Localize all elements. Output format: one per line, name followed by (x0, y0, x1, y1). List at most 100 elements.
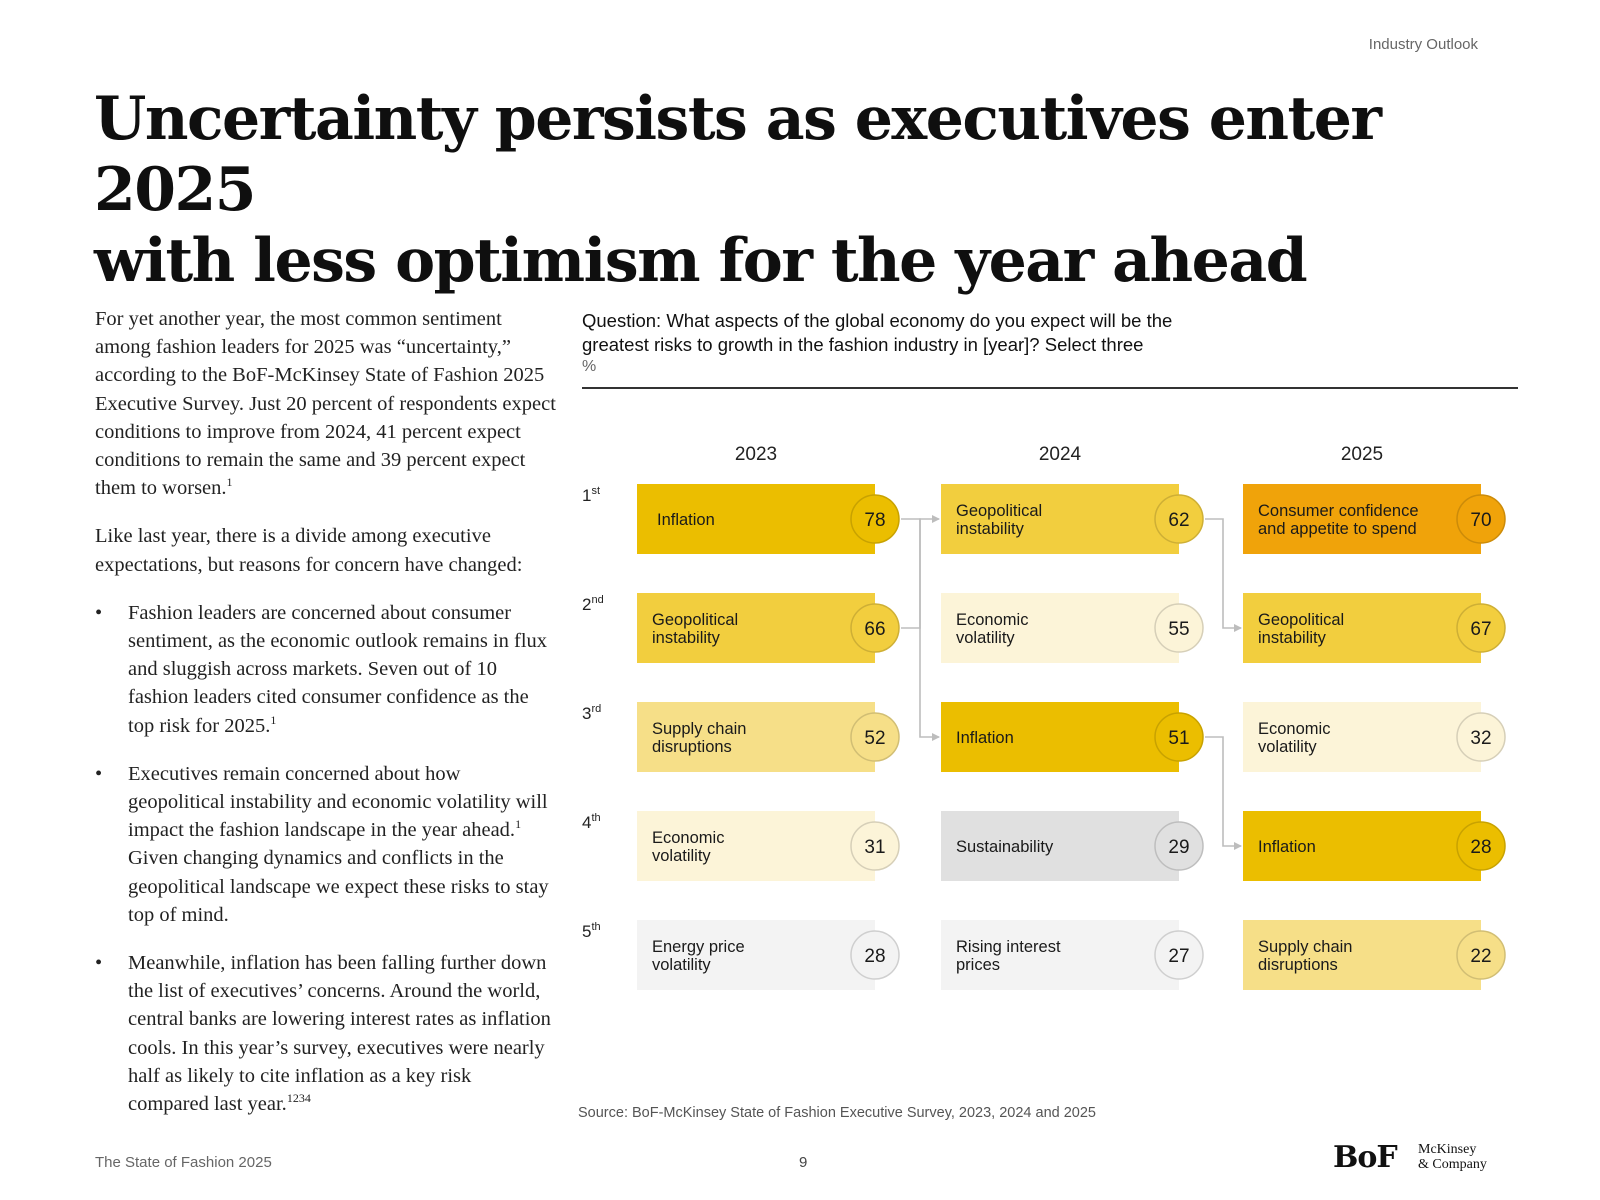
risk-box (941, 702, 1179, 772)
rank-label: 1st (582, 485, 600, 505)
question-line-1: Question: What aspects of the global eco… (582, 310, 1173, 331)
rank-change-connector (1205, 518, 1242, 632)
footnote-ref: 1 (226, 475, 233, 490)
risk-box (637, 702, 875, 772)
footnote-ref: 1 (515, 817, 522, 832)
risk-box (637, 484, 875, 554)
rank-label: 2nd (582, 594, 604, 614)
value-label: 28 (1470, 837, 1491, 858)
rank-number: 3 (582, 704, 591, 723)
bullet-text: Fashion leaders are concerned about cons… (128, 601, 548, 737)
rank-suffix: th (591, 921, 600, 933)
rank-number: 4 (582, 813, 591, 832)
value-label: 22 (1470, 946, 1491, 967)
risk-label: Inflation (956, 729, 1014, 747)
body-paragraph-2: Like last year, there is a divide among … (95, 525, 523, 576)
value-badge (1456, 821, 1506, 871)
risk-label: volatility (652, 956, 711, 974)
value-label: 31 (864, 837, 885, 858)
value-label: 66 (864, 619, 885, 640)
risk-box (941, 920, 1179, 990)
value-badge (1154, 603, 1204, 653)
headline-line-1: Uncertainty persists as executives enter… (94, 84, 1382, 225)
value-label: 62 (1168, 510, 1189, 531)
risk-label: Sustainability (956, 838, 1054, 856)
risk-label: volatility (652, 847, 711, 865)
rank-number: 5 (582, 922, 591, 941)
risk-box (1243, 484, 1481, 554)
mckinsey-logo-line-1: McKinsey (1418, 1142, 1477, 1157)
section-label: Industry Outlook (1368, 36, 1478, 53)
risk-label: Inflation (1258, 838, 1316, 856)
risk-label: Energy price (652, 938, 745, 956)
risk-label: Economic (956, 611, 1028, 629)
value-label: 70 (1470, 510, 1491, 531)
bullet-text: Meanwhile, inflation has been falling fu… (128, 952, 551, 1116)
footnote-ref: 1234 (286, 1091, 311, 1106)
value-badge (1456, 603, 1506, 653)
risk-label: volatility (956, 629, 1015, 647)
value-badge (1154, 930, 1204, 980)
value-badge (850, 930, 900, 980)
value-label: 29 (1168, 837, 1189, 858)
value-badge (1456, 712, 1506, 762)
risk-box (637, 920, 875, 990)
risk-label: Geopolitical (956, 502, 1042, 520)
body-paragraph-1: For yet another year, the most common se… (95, 305, 557, 502)
year-header-2025: 2025 (1341, 444, 1383, 465)
value-badge (1456, 930, 1506, 980)
risk-box (637, 811, 875, 881)
risk-box (941, 484, 1179, 554)
value-badge (850, 494, 900, 544)
value-label: 51 (1168, 728, 1189, 749)
bullet-item: Fashion leaders are concerned about cons… (95, 599, 557, 740)
risk-label: disruptions (1258, 956, 1338, 974)
risk-box (1243, 702, 1481, 772)
footer-publication: The State of Fashion 2025 (95, 1154, 272, 1171)
bullet-text: Executives remain concerned about how ge… (128, 762, 548, 842)
rank-number: 1 (582, 486, 591, 505)
risk-label: instability (1258, 629, 1327, 647)
value-badge (850, 712, 900, 762)
value-label: 27 (1168, 946, 1189, 967)
mckinsey-logo-line-2: & Company (1418, 1157, 1487, 1172)
risk-box (941, 811, 1179, 881)
value-label: 28 (864, 946, 885, 967)
value-badge (1154, 712, 1204, 762)
bof-logo: BoF (1333, 1140, 1398, 1175)
rank-suffix: th (591, 812, 600, 824)
risk-label: disruptions (652, 738, 732, 756)
chart-unit: % (582, 358, 597, 375)
bullet-list: Fashion leaders are concerned about cons… (95, 599, 557, 1118)
chart-question: Question: What aspects of the global eco… (582, 309, 1322, 357)
year-header-2023: 2023 (735, 444, 777, 465)
page-headline: Uncertainty persists as executives enter… (94, 84, 1514, 297)
rank-label: 5th (582, 921, 601, 941)
risk-label: and appetite to spend (1258, 520, 1417, 538)
risk-box (941, 593, 1179, 663)
body-paragraph-1-text: For yet another year, the most common se… (95, 308, 556, 500)
body-text: For yet another year, the most common se… (95, 305, 557, 1138)
value-label: 67 (1470, 619, 1491, 640)
value-badge (850, 821, 900, 871)
chart-source: Source: BoF-McKinsey State of Fashion Ex… (578, 1105, 1096, 1121)
risk-label: Geopolitical (1258, 611, 1344, 629)
risk-label: instability (652, 629, 721, 647)
question-line-2: greatest risks to growth in the fashion … (582, 334, 1144, 355)
rank-label: 4th (582, 812, 601, 832)
rank-label: 3rd (582, 703, 601, 723)
year-header-2024: 2024 (1039, 444, 1082, 465)
rank-change-connector (901, 518, 940, 741)
risk-label: prices (956, 956, 1000, 974)
risk-label: Inflation (657, 511, 715, 529)
rank-change-connector (901, 515, 940, 629)
page-number: 9 (799, 1154, 808, 1171)
rank-suffix: st (591, 485, 600, 497)
risk-label: Rising interest (956, 938, 1061, 956)
bullet-text-continued: Given changing dynamics and conflicts in… (128, 847, 549, 926)
risk-label: Geopolitical (652, 611, 738, 629)
value-badge (1154, 494, 1204, 544)
value-label: 55 (1168, 619, 1189, 640)
value-badge (850, 603, 900, 653)
rank-suffix: nd (591, 594, 603, 606)
